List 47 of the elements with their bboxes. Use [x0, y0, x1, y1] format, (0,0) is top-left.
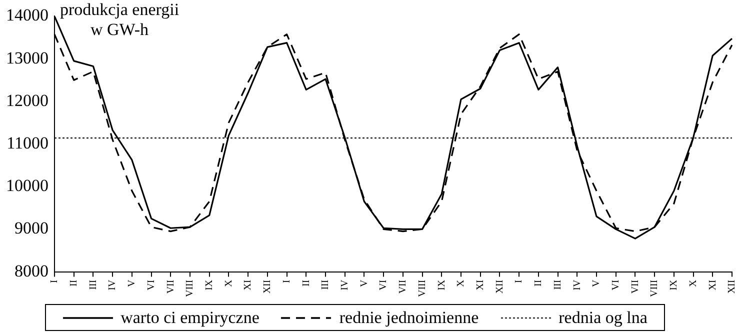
x-tick-label: VIII	[649, 280, 660, 298]
y-tick-label: 9000	[14, 218, 48, 238]
x-tick-label: V	[591, 279, 602, 288]
x-tick-label: XI	[707, 280, 718, 290]
x-tick-label: VI	[146, 280, 157, 290]
x-tick-label: IV	[107, 279, 118, 290]
x-tick-label: VIII	[416, 280, 428, 298]
legend-label: rednie jednoimienne	[339, 308, 479, 328]
x-tick-label: II	[68, 280, 80, 286]
x-tick-label: X	[688, 279, 699, 288]
y-tick-label: 14000	[6, 6, 48, 25]
x-tick-label: XI	[474, 280, 486, 290]
x-tick-label: X	[456, 279, 467, 288]
y-tick-label: 11000	[6, 133, 48, 152]
x-tick-label: IV	[572, 279, 583, 290]
x-tick-label: IV	[339, 279, 350, 290]
x-tick-label: XI	[242, 280, 254, 290]
x-tick-label: I	[281, 280, 292, 284]
x-tick-label: XII	[494, 280, 506, 294]
y-tick-label: 10000	[6, 176, 48, 196]
x-tick-label: II	[533, 280, 544, 286]
x-tick-label: IX	[436, 279, 448, 290]
x-tick-label: IX	[204, 279, 215, 290]
y-tick-label: 12000	[6, 90, 48, 110]
x-tick-label: III	[320, 280, 332, 290]
legend-label: warto ci empiryczne	[120, 308, 260, 328]
legend-label: rednia og lna	[558, 308, 648, 328]
x-tick-label: VII	[398, 280, 409, 294]
x-tick-label: V	[126, 279, 138, 288]
x-tick-label: XII	[726, 280, 738, 294]
x-tick-label: VI	[610, 280, 622, 290]
x-tick-label: V	[358, 279, 370, 288]
y-tick-label: 13000	[6, 48, 48, 68]
x-tick-label: III	[552, 280, 564, 290]
x-tick-label: VIII	[184, 280, 196, 298]
x-tick-label: VI	[378, 280, 390, 290]
x-tick-label: X	[223, 279, 234, 288]
y-axis-title: produkcja energii w GW-h	[60, 0, 180, 39]
x-tick-label: VII	[630, 280, 641, 294]
y-tick-label: 8000	[14, 261, 48, 280]
x-tick-label: XII	[262, 280, 274, 294]
x-tick-label: VII	[165, 280, 176, 294]
x-tick-label: I	[49, 280, 60, 284]
x-tick-label: III	[88, 280, 99, 290]
x-tick-label: I	[514, 280, 525, 284]
x-tick-label: II	[300, 280, 312, 286]
x-tick-label: IX	[668, 279, 680, 290]
